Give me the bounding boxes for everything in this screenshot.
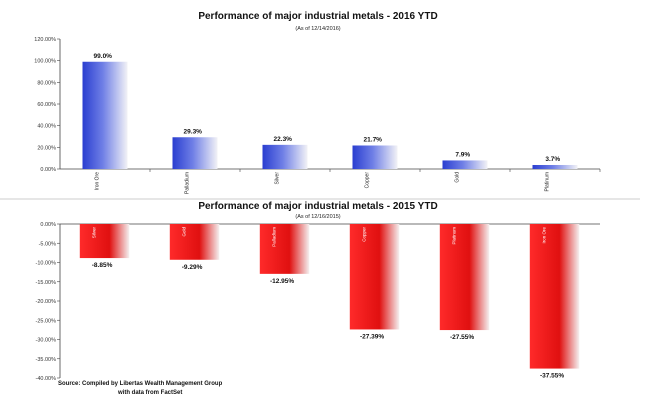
bar-2015-value-label: -12.95% (270, 278, 294, 285)
chart-2015-y-tick-label: -25.00% (36, 318, 57, 324)
chart-2015-y-tick-label: -30.00% (36, 338, 57, 344)
bar-2016-value-label: 22.3% (274, 136, 293, 143)
chart-2015-category-label: Gold (182, 227, 187, 237)
chart-2015-y-tick-label: -20.00% (36, 299, 57, 305)
bar-2015-gold (169, 224, 220, 260)
chart-2015-title: Performance of major industrial metals -… (198, 201, 437, 212)
bar-2015-platinum (439, 224, 490, 331)
bar-2016-iron-ore (82, 61, 128, 169)
bar-2015-palladium (259, 224, 310, 274)
bar-2016-value-label: 7.9% (455, 151, 470, 158)
chart-2015-y-tick-label: 0.00% (40, 222, 56, 228)
chart-2016-y-tick-label: 20.00% (37, 145, 56, 151)
bar-2016-copper (352, 145, 398, 169)
chart-2015-category-label: Iron Ore (542, 227, 547, 244)
chart-2016-y-tick-label: 0.00% (40, 167, 56, 173)
chart-2015-y-tick-label: -5.00% (39, 241, 57, 247)
bar-2015-copper (349, 224, 400, 330)
chart-2015-y-tick-label: -35.00% (36, 357, 57, 363)
bar-2016-value-label: 21.7% (364, 136, 383, 143)
bar-2016-silver (262, 144, 308, 169)
chart-2015-subtitle: (As of 12/16/2015) (295, 214, 340, 220)
chart-2016-y-tick-label: 40.00% (37, 124, 56, 130)
bar-2015-value-label: -9.29% (182, 264, 203, 271)
bar-2016-value-label: 99.0% (94, 53, 113, 60)
chart-2016-category-label: Platinum (544, 172, 550, 191)
bar-2015-value-label: -8.85% (92, 262, 113, 269)
chart-2015-y-tick-label: -10.00% (36, 261, 57, 267)
source-note-line1: Source: Compiled by Libertas Wealth Mana… (58, 381, 223, 387)
bar-2015-iron-ore (529, 224, 580, 369)
source-note-line2: with data from FactSet (117, 390, 182, 396)
bar-2016-palladium (172, 137, 218, 169)
chart-2016-title: Performance of major industrial metals -… (198, 11, 437, 22)
chart-2015-y-tick-label: -15.00% (36, 280, 57, 286)
bar-2016-value-label: 3.7% (545, 156, 560, 163)
chart-2016-y-tick-label: 100.00% (34, 59, 56, 65)
chart-2015-category-label: Silver (92, 227, 97, 239)
chart-2015: 0.00% -5.00% -10.00% -15.00% -20.00% -25.00% -… (36, 222, 600, 382)
chart-2015-category-label: Copper (362, 227, 367, 242)
chart-2015-category-label: Palladium (272, 227, 277, 247)
bar-2016-platinum (532, 164, 578, 169)
bar-2015-value-label: -37.55% (540, 373, 564, 380)
chart-2016-category-label: Gold (454, 172, 460, 183)
chart-2016-category-label: Iron Ore (94, 172, 100, 191)
bar-2016-gold (442, 160, 488, 169)
chart-2016: 0.00% 20.00% 40.00% 60.00% 80.00% 100.00% 120.… (34, 37, 601, 194)
bar-2015-value-label: -27.39% (360, 333, 384, 340)
bar-2015-silver (79, 224, 130, 259)
chart-2016-category-label: Copper (364, 172, 370, 189)
chart-2016-category-label: Silver (274, 172, 280, 185)
chart-2016-y-tick-label: 80.00% (37, 80, 56, 86)
chart-2016-y-tick-label: 120.00% (34, 37, 56, 43)
bar-2016-value-label: 29.3% (184, 128, 203, 135)
chart-2015-y-tick-label: -40.00% (36, 376, 57, 382)
chart-2015-category-label: Platinum (452, 227, 457, 245)
chart-2016-y-tick-label: 60.00% (37, 102, 56, 108)
bar-2015-value-label: -27.55% (450, 334, 474, 341)
chart-2016-category-label: Palladium (184, 172, 190, 194)
chart-2016-subtitle: (As of 12/14/2016) (295, 26, 340, 32)
